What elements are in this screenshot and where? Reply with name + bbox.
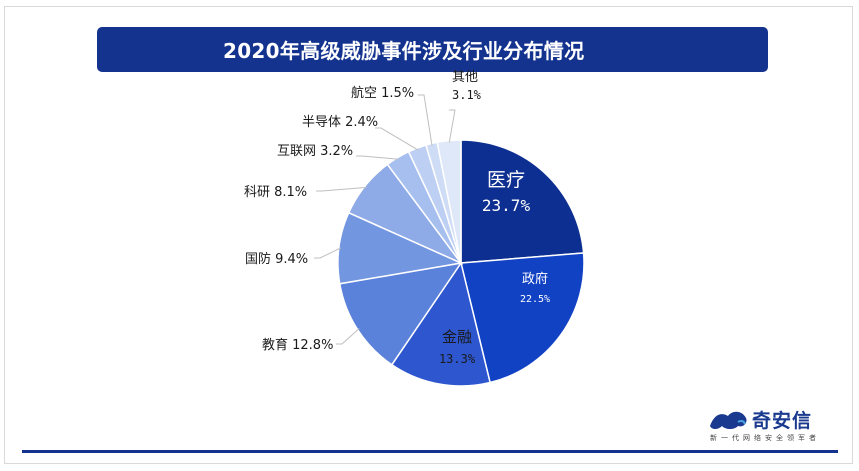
slice-label-4: 国防 9.4% (245, 251, 308, 267)
pie-slice-1 (460, 252, 585, 384)
logo-text: 奇安信 (752, 410, 813, 432)
leader-line-3 (336, 328, 360, 345)
leader-line-8 (418, 94, 433, 146)
slice-label-0: 医疗 (487, 169, 525, 191)
slice-label-7: 半导体 2.4% (302, 115, 378, 130)
leader-line-9 (448, 109, 456, 143)
slice-label-5: 科研 8.1% (244, 185, 307, 200)
slice-value-2: 13.3% (439, 352, 476, 366)
company-logo: 奇安信 新一代网络安全领军者 (708, 404, 828, 446)
slice-label-8: 航空 1.5% (351, 85, 414, 101)
pie-slice-0 (460, 139, 585, 264)
slice-label-1: 政府 (522, 272, 548, 287)
slice-label-3: 教育 12.8% (262, 337, 333, 353)
leader-line-7 (375, 127, 419, 151)
slice-value-1: 22.5% (520, 294, 550, 305)
logo-mark-icon (710, 411, 747, 429)
slice-value-0: 23.7% (482, 196, 531, 215)
leader-line-6 (356, 155, 399, 160)
chart-title: 2020年高级威胁事件涉及行业分布情况 (223, 39, 585, 63)
slice-label-2: 金融 (442, 328, 472, 346)
pie-slice-9 (436, 139, 462, 264)
pie-slice-2 (390, 261, 491, 387)
leader-line-5 (316, 186, 367, 192)
title-banner: 2020年高级威胁事件涉及行业分布情况 (97, 27, 768, 72)
slice-label-9: 其他 (452, 70, 478, 85)
logo-tagline: 新一代网络安全领军者 (710, 434, 820, 442)
slice-value-9: 3.1% (452, 88, 482, 102)
leader-line-4 (314, 247, 342, 259)
bottom-rule (22, 450, 838, 453)
slice-label-6: 互联网 3.2% (277, 144, 353, 159)
